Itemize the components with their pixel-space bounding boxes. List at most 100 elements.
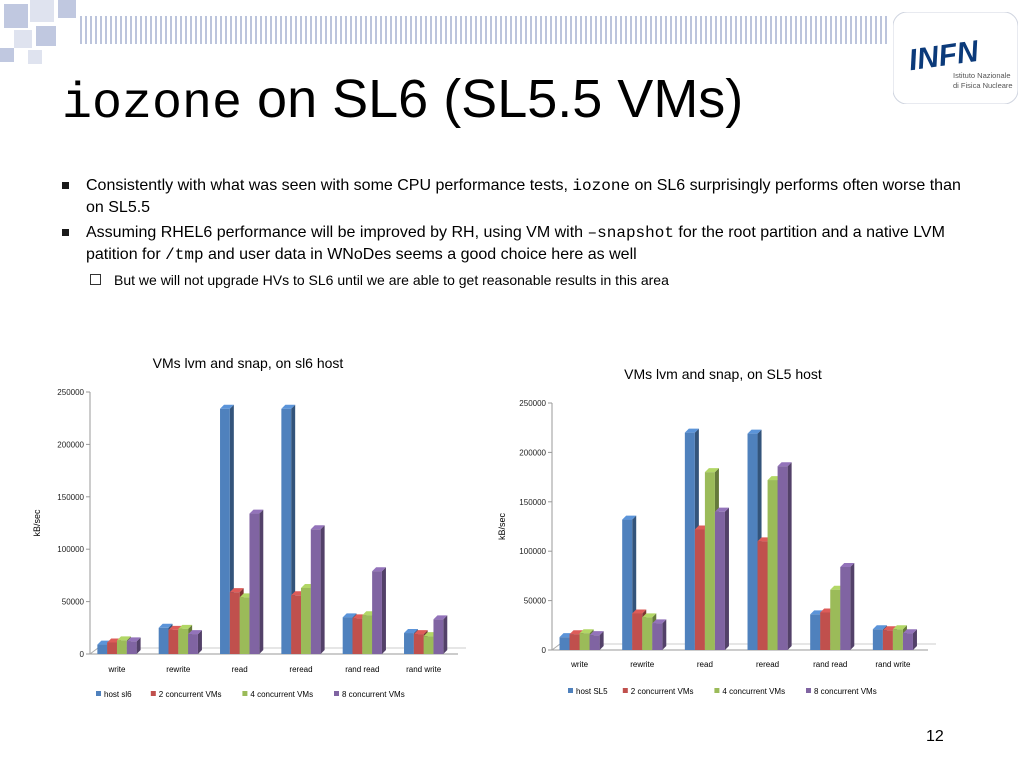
bar-top [404,629,418,634]
bar-top [747,429,762,434]
chart-sl5-host: VMs lvm and snap, on SL5 host 0 50000 10000… [497,366,936,696]
bar-top [342,613,357,618]
page-number: 12 [926,728,944,745]
bar [281,408,292,654]
category-label: read [232,665,248,674]
bar [239,597,250,654]
bar-top [840,563,855,568]
bar [777,466,788,650]
y-tick-label: 0 [80,650,85,659]
bar-top [714,507,729,512]
bar [642,617,653,650]
slide-title: iozone on SL6 (SL5.5 VMs) [62,66,743,138]
bar-top [589,631,604,636]
bar [902,633,913,650]
corner-square-3 [58,0,76,18]
bar-top [126,637,141,642]
bar [704,472,715,650]
bar-top [433,615,448,620]
legend-entry: 4 concurrent VMs [250,690,313,699]
bar [757,541,768,650]
floor-edge [551,643,561,651]
category-label: reread [289,665,312,674]
sub-bullet-marker [90,274,101,285]
bullet-2-text: Assuming RHEL6 performance will be impro… [86,222,971,266]
y-tick-label: 0 [542,646,547,655]
legend-swatch [714,688,720,693]
bar-top [622,515,637,520]
category-label: read [697,660,713,669]
bar [767,480,778,650]
y-tick-label: 150000 [519,498,546,507]
bar [559,637,570,650]
bar-top [684,428,699,433]
bar-side [850,563,855,650]
bar-top [632,609,647,614]
bar [310,529,321,654]
legend-swatch [568,688,573,693]
bar [622,519,633,650]
category-label: write [108,665,126,674]
category-label: rand read [345,665,379,674]
bar [872,629,883,650]
category-label: rewrite [630,660,655,669]
bar-top [178,624,193,629]
bar-top [892,625,907,630]
bullet-1-code-1: iozone [572,177,631,195]
bar [810,614,821,650]
bar [652,623,663,650]
y-tick-label: 100000 [57,545,84,554]
bar [632,613,643,650]
bar-top [413,630,428,635]
bar [882,630,893,650]
bar [107,642,117,654]
legend-entry: 2 concurrent VMs [159,690,222,699]
bar [178,628,189,654]
corner-square-1 [4,4,28,28]
floor-edge [89,647,99,655]
y-tick-label: 250000 [519,399,546,408]
bar [694,529,705,650]
bar-top [188,630,202,635]
bullet-1-part-2: on SL6 surprisingly performs often worse… [86,177,961,216]
bar [684,432,695,650]
corner-square-7 [28,50,42,64]
bar [714,511,725,650]
header-stripes [80,16,890,44]
bar [168,629,179,654]
y-tick-label: 200000 [519,448,546,457]
legend-entry: 8 concurrent VMs [342,690,405,699]
bar [747,433,758,650]
corner-square-6 [0,48,14,62]
slide-title-rest: on SL6 (SL5.5 VMs) [257,69,744,129]
bullet-1-part-1: Consistently with what was seen with som… [86,177,573,194]
chart-title: VMs lvm and snap, on SL5 host [624,366,822,382]
bar [188,634,198,654]
bar [249,513,260,654]
legend-entry: host sl6 [104,690,132,699]
sub-bullet-text: But we will not upgrade HVs to SL6 until… [114,272,669,288]
bar [116,640,127,654]
bar-side [291,404,296,654]
bar [126,641,137,654]
bar-top [902,629,917,634]
bar [892,629,903,650]
category-label: rand write [875,660,911,669]
logo-subtext-1: Istituto Nazionale [953,71,1011,80]
bar-side [912,629,917,650]
bar [158,627,169,654]
y-axis-label: kB/sec [497,512,507,540]
bar [820,612,831,650]
bar-side [724,507,729,650]
bullet-2-part-3: and user data in WNoDes seems a good cho… [203,246,637,263]
bar-side [259,509,264,654]
bar-top [158,623,173,628]
bar [229,592,240,654]
bar-top [310,525,325,530]
chart-sl6-host: VMs lvm and snap, on sl6 host 0 50000 10000… [32,355,466,699]
bar [423,636,434,654]
bar-top [220,404,234,409]
chart-title: VMs lvm and snap, on sl6 host [153,355,344,371]
category-label: rand read [813,660,847,669]
corner-square-4 [14,30,32,48]
